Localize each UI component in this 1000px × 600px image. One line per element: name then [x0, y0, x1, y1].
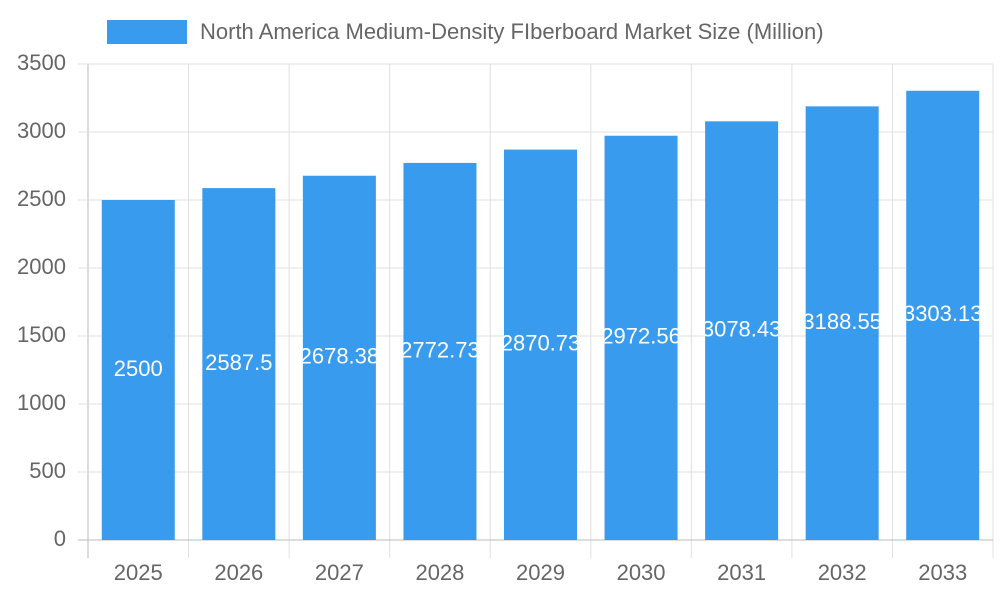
data-label: 2587.5: [205, 350, 272, 375]
bar: [101, 200, 175, 540]
data-label: 2678.38: [300, 344, 380, 369]
bar: [403, 162, 477, 540]
x-tick-label: 2033: [918, 560, 967, 585]
bar: [302, 175, 376, 540]
y-tick-label: 500: [29, 458, 66, 483]
y-tick-label: 3000: [17, 118, 66, 143]
data-label: 2870.73: [501, 331, 581, 356]
bar: [504, 149, 577, 540]
y-tick-label: 2000: [17, 254, 66, 279]
legend-swatch: [107, 20, 187, 44]
data-label: 3188.55: [802, 309, 882, 334]
y-tick-label: 0: [54, 526, 66, 551]
legend-label: North America Medium-Density FIberboard …: [200, 19, 824, 44]
data-label: 2500: [114, 356, 163, 381]
bar: [805, 106, 879, 540]
data-label: 3303.13: [903, 301, 983, 326]
y-tick-label: 1500: [17, 322, 66, 347]
x-tick-label: 2025: [114, 560, 163, 585]
bar: [906, 90, 980, 540]
x-tick-label: 2026: [214, 560, 263, 585]
bar: [202, 188, 276, 540]
y-tick-label: 1000: [17, 390, 66, 415]
x-tick-label: 2028: [415, 560, 464, 585]
data-label: 2772.73: [400, 337, 480, 362]
data-label: 2972.56: [601, 324, 681, 349]
y-tick-label: 2500: [17, 186, 66, 211]
bar: [604, 135, 678, 540]
x-tick-label: 2032: [818, 560, 867, 585]
x-tick-label: 2029: [516, 560, 565, 585]
bar: [705, 121, 779, 540]
x-tick-label: 2031: [717, 560, 766, 585]
data-label: 3078.43: [702, 316, 782, 341]
x-tick-label: 2030: [617, 560, 666, 585]
x-tick-label: 2027: [315, 560, 364, 585]
y-tick-label: 3500: [17, 50, 66, 75]
